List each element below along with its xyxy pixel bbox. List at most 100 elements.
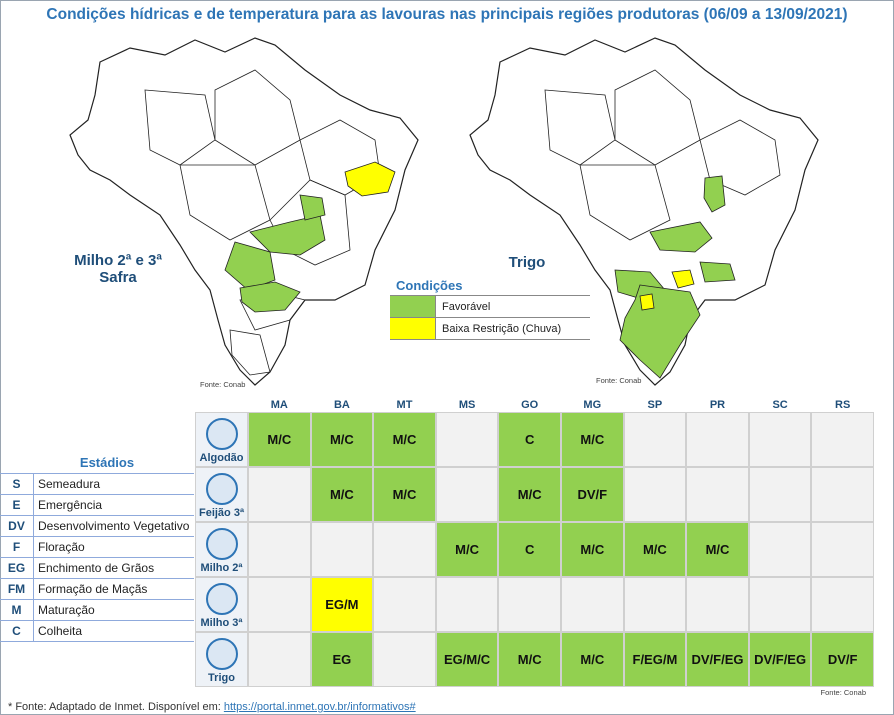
estadio-desc: Floração [38,540,85,554]
table-cell [623,412,687,467]
table-cell: DV/F [811,632,874,687]
estadio-code: FM [0,579,34,599]
table-cell [373,632,436,687]
footnote-link[interactable]: https://portal.inmet.gov.br/informativos… [223,701,416,713]
trigo-favorable-regions [614,175,736,379]
estadio-desc: Formação de Maçãs [38,582,148,596]
conditions-legend: Condições Favorável Baixa Restrição (Chu… [390,278,590,340]
table-cell: M/C [373,412,436,467]
legend-item-favoravel: Favorável [390,295,590,317]
table-cell: M/C [623,522,687,577]
map-source-right: Fonte: Conab [596,376,642,385]
table-cell [686,577,749,632]
table-cell [435,577,499,632]
table-cell [248,632,311,687]
table-cell [373,522,436,577]
table-cell: F/EG/M [623,632,687,687]
estadio-code: DV [0,516,34,536]
table-cell: M/C [561,412,624,467]
table-cell: M/C [498,632,561,687]
map-label-trigo: Trigo [508,254,546,271]
estadio-row: DV Desenvolvimento Vegetativo [0,515,194,536]
state-header: SP [647,399,663,411]
legend-label: Baixa Restrição (Chuva) [442,322,562,335]
footnote: * Fonte: Adaptado de Inmet. Disponível e… [8,701,416,713]
table-cell [748,577,812,632]
table-source: Fonte: Conab [820,688,866,697]
corn-icon [206,583,238,615]
state-header: MT [396,399,413,411]
legend-title: Condições [396,278,463,293]
estadios-legend: Estádios S Semeadura E Emergência DV Desenvol… [0,455,194,642]
cotton-icon [206,418,238,450]
crop-row-header: Algodão [195,412,248,467]
table-cell: M/C [561,522,624,577]
state-header: RS [835,399,851,411]
table-cell [811,522,874,577]
table-cell [498,577,561,632]
maps-area: Milho 2ª e 3ª Safra Trigo Fonte: Conab F… [58,37,819,389]
footnote-text: * Fonte: Adaptado de Inmet. Disponível e… [8,701,224,713]
state-header: MS [458,399,476,411]
table-cell: M/C [686,522,749,577]
table-cell: DV/F [561,467,624,522]
estadios-title: Estádios [79,455,135,470]
estadio-desc: Emergência [38,498,103,512]
table-cell [748,412,812,467]
estadio-desc: Maturação [38,603,95,617]
estadio-row: S Semeadura [0,473,194,494]
table-cell: EG/M [310,577,374,632]
table-cell [248,577,311,632]
table-cell [248,467,311,522]
table-cell [623,467,687,522]
table-cell [811,467,874,522]
estadio-code: M [0,600,34,620]
estadio-desc: Desenvolvimento Vegetativo [38,519,190,533]
estadio-row: F Floração [0,536,194,557]
legend-label: Favorável [442,300,491,313]
estadio-desc: Colheita [38,624,83,638]
table-cell: EG/M/C [435,632,499,687]
table-cell: M/C [435,522,499,577]
table-cell [435,412,499,467]
estadio-row: M Maturação [0,599,194,620]
table-cell [811,412,874,467]
table-cell [561,577,624,632]
legend-swatch-yellow [390,318,436,339]
milho-favorable-regions [224,194,326,313]
state-header: MA [270,399,288,411]
table-cell [748,522,812,577]
crop-row-header: Trigo [195,632,248,687]
table-cell [373,577,436,632]
map-label-milho: Milho 2ª e 3ª Safra [58,252,178,286]
table-cell: M/C [248,412,311,467]
region-go-trigo [649,221,713,253]
table-cell [248,522,311,577]
table-cell [623,577,687,632]
table-cell: M/C [310,467,374,522]
state-header: SC [772,399,788,411]
estadio-code: S [0,474,34,494]
wheat-icon [206,638,238,670]
table-cell: C [498,412,561,467]
map-label-milho-line2: Safra [99,269,137,286]
state-header: BA [333,399,350,411]
map-label-milho-line1: Milho 2ª e 3ª [74,252,162,269]
crop-name: Algodão [199,452,244,464]
state-header: GO [521,399,539,411]
estadio-desc: Semeadura [38,477,101,491]
crop-row-header: Milho 3ª [195,577,248,632]
estadio-code: C [0,621,34,641]
table-cell [748,467,812,522]
table-cell [686,467,749,522]
estadio-code: EG [0,558,34,578]
corn-icon [206,528,238,560]
legend-swatch-green [390,296,436,317]
map-source-left: Fonte: Conab [200,380,246,389]
table-cell: M/C [310,412,374,467]
table-cell: M/C [498,467,561,522]
estadio-row: C Colheita [0,620,194,642]
region-ms-milho [239,281,301,313]
region-mg-trigo [703,175,726,213]
crop-name: Feijão 3ª [198,507,245,519]
